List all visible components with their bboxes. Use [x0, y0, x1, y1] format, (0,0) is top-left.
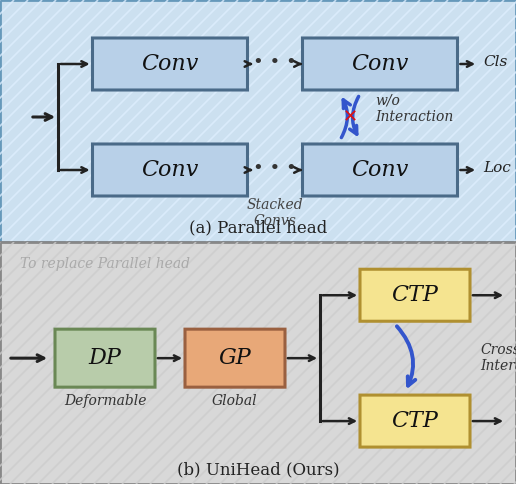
- Text: To replace Parallel head: To replace Parallel head: [20, 257, 190, 271]
- Text: ✕: ✕: [343, 108, 358, 126]
- Text: Cls: Cls: [483, 55, 507, 69]
- FancyBboxPatch shape: [92, 144, 248, 196]
- FancyBboxPatch shape: [302, 38, 458, 90]
- Text: Conv: Conv: [351, 53, 409, 75]
- Text: Conv: Conv: [141, 159, 199, 181]
- Text: Loc: Loc: [483, 161, 511, 175]
- Text: CTP: CTP: [392, 284, 439, 306]
- FancyBboxPatch shape: [185, 329, 285, 387]
- FancyBboxPatch shape: [55, 329, 155, 387]
- Text: w/o
Interaction: w/o Interaction: [375, 94, 453, 124]
- FancyBboxPatch shape: [360, 395, 470, 447]
- FancyBboxPatch shape: [360, 269, 470, 321]
- Text: Deformable: Deformable: [64, 394, 146, 408]
- Text: (a) Parallel head: (a) Parallel head: [189, 220, 327, 237]
- Text: • • •: • • •: [253, 53, 297, 71]
- Text: GP: GP: [219, 347, 251, 369]
- Text: Conv: Conv: [351, 159, 409, 181]
- Text: (b) UniHead (Ours): (b) UniHead (Ours): [176, 462, 340, 479]
- Text: Cross-Task
Interaction: Cross-Task Interaction: [480, 343, 516, 373]
- Text: CTP: CTP: [392, 410, 439, 432]
- Text: Stacked
Convs: Stacked Convs: [247, 198, 303, 228]
- Text: DP: DP: [89, 347, 121, 369]
- FancyBboxPatch shape: [92, 38, 248, 90]
- Text: Conv: Conv: [141, 53, 199, 75]
- Text: Global: Global: [212, 394, 258, 408]
- Text: • • •: • • •: [253, 159, 297, 177]
- FancyBboxPatch shape: [302, 144, 458, 196]
